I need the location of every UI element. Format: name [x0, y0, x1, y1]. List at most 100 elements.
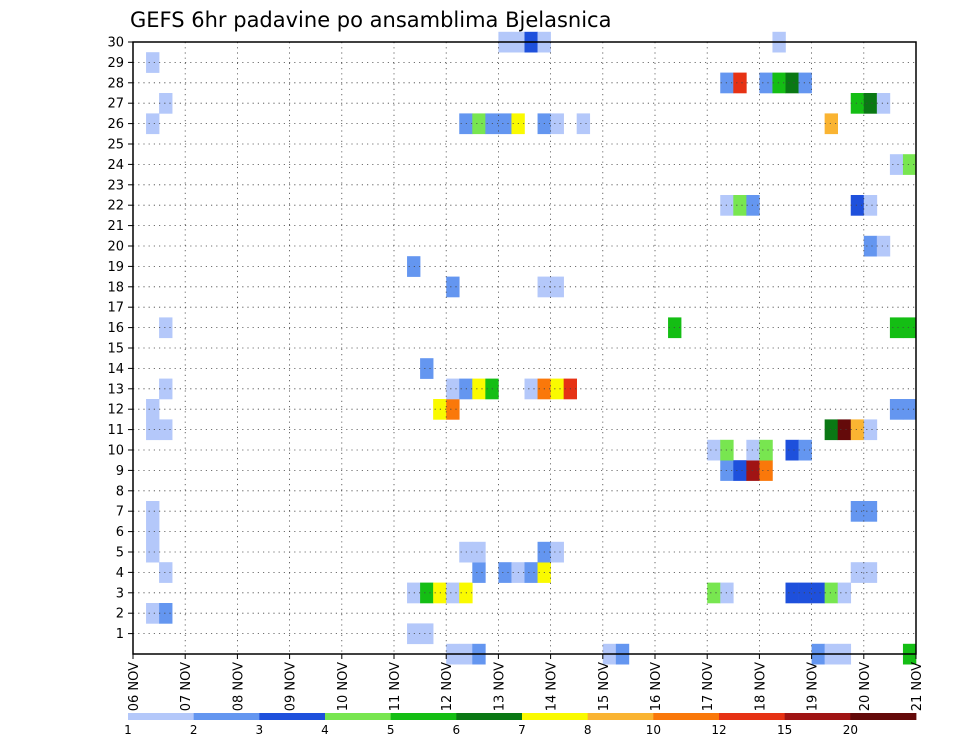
heatmap-cell [146, 603, 160, 624]
heatmap-cell [824, 582, 838, 604]
y-tick-label: 27 [107, 97, 124, 112]
heatmap-cell [759, 460, 773, 481]
y-tick-label: 9 [116, 464, 124, 479]
heatmap-cell [472, 562, 486, 583]
x-tick-label: 13 NOV [492, 662, 507, 711]
y-tick-label: 21 [107, 219, 124, 234]
heatmap-cell [420, 623, 434, 645]
heatmap-cell [446, 378, 460, 400]
y-tick-label: 8 [116, 484, 124, 499]
heatmap-cell [850, 501, 865, 522]
heatmap-cell [759, 72, 773, 94]
legend-swatch [193, 713, 260, 720]
y-tick-label: 26 [107, 117, 124, 132]
legend-label: 10 [646, 723, 661, 737]
heatmap-cell [472, 113, 486, 135]
heatmap-cell [785, 72, 799, 94]
y-tick-label: 14 [107, 362, 124, 377]
heatmap-cell [876, 235, 891, 257]
legend-label: 15 [777, 723, 792, 737]
y-tick-label: 2 [116, 607, 124, 622]
heatmap-cell [863, 235, 878, 257]
heatmap-cell [850, 93, 865, 114]
y-tick-label: 22 [107, 199, 124, 214]
heatmap-cell [863, 195, 878, 216]
y-tick-label: 19 [107, 260, 124, 275]
y-tick-label: 30 [107, 36, 124, 51]
heatmap-cell [824, 419, 838, 441]
heatmap-cell [850, 562, 865, 583]
x-axis-ticks: 06 NOV 07 NOV 08 NOV 09 NOV 10 NOV 11 NOV 12 N… [127, 654, 925, 711]
y-tick-label: 11 [107, 423, 124, 438]
heatmap-cell [420, 358, 434, 379]
y-tick-label: 4 [116, 566, 124, 581]
heatmap-cells [146, 31, 917, 665]
heatmap-cell [824, 113, 838, 135]
y-tick-label: 17 [107, 301, 124, 316]
legend-swatch [653, 713, 720, 720]
heatmap-cell [472, 541, 486, 563]
legend-swatch [325, 713, 392, 720]
heatmap-cell [407, 623, 421, 645]
y-tick-label: 16 [107, 321, 124, 336]
heatmap-cell [837, 419, 852, 441]
heatmap-cell [407, 256, 421, 277]
x-tick-label: 09 NOV [284, 662, 299, 711]
legend-label: 6 [453, 723, 461, 737]
heatmap-cell [159, 317, 173, 339]
heatmap-cell [733, 72, 747, 94]
heatmap-cell [902, 154, 917, 175]
legend-swatch [128, 713, 195, 720]
legend-swatch [390, 713, 457, 720]
legend-label: 7 [518, 723, 526, 737]
heatmap-cell [159, 562, 173, 583]
heatmap-cell [785, 582, 799, 604]
legend-swatch [587, 713, 654, 720]
heatmap-cell [772, 72, 786, 94]
heatmap-cell [863, 419, 878, 441]
legend-swatch [456, 713, 523, 720]
y-tick-label: 15 [107, 342, 124, 357]
heatmap-cell [863, 562, 878, 583]
color-legend: 1 2 3 4 5 6 7 8 10 12 15 20 [124, 713, 917, 737]
heatmap-cell [146, 52, 160, 73]
heatmap-cell [146, 541, 160, 563]
heatmap-cell [889, 317, 904, 339]
y-tick-label: 24 [107, 158, 124, 173]
heatmap-cell [524, 562, 538, 583]
heatmap-cell [550, 378, 564, 400]
legend-label: 20 [843, 723, 858, 737]
x-tick-label: 14 NOV [545, 662, 560, 711]
x-tick-label: 15 NOV [597, 662, 612, 711]
legend-swatch [784, 713, 851, 720]
x-tick-label: 12 NOV [440, 662, 455, 711]
legend-swatch [522, 713, 589, 720]
legend-label: 2 [190, 723, 198, 737]
heatmap-cell [159, 419, 173, 441]
x-tick-label: 06 NOV [127, 662, 142, 711]
legend-swatch [850, 713, 917, 720]
heatmap-cell [785, 439, 799, 461]
y-tick-label: 28 [107, 76, 124, 91]
grid-lines [133, 41, 916, 654]
heatmap-cell [746, 460, 760, 481]
heatmap-cell [902, 399, 917, 420]
heatmap-cell [146, 113, 160, 135]
heatmap-cell [811, 582, 825, 604]
heatmap-cell [550, 541, 564, 563]
heatmap-cell [446, 399, 460, 420]
y-tick-label: 6 [116, 525, 124, 540]
heatmap-cell [837, 582, 852, 604]
x-tick-label: 20 NOV [858, 662, 873, 711]
y-tick-label: 7 [116, 505, 124, 520]
legend-label: 1 [124, 723, 132, 737]
y-tick-label: 3 [116, 586, 124, 601]
heatmap-cell [446, 582, 460, 604]
heatmap-cell [759, 439, 773, 461]
heatmap-cell [498, 562, 512, 583]
heatmap-cell [863, 93, 878, 114]
y-axis-ticks: 1234567891011121314151617181920212223242… [107, 36, 133, 642]
heatmap-cell [733, 460, 747, 481]
heatmap-cell [798, 72, 812, 94]
